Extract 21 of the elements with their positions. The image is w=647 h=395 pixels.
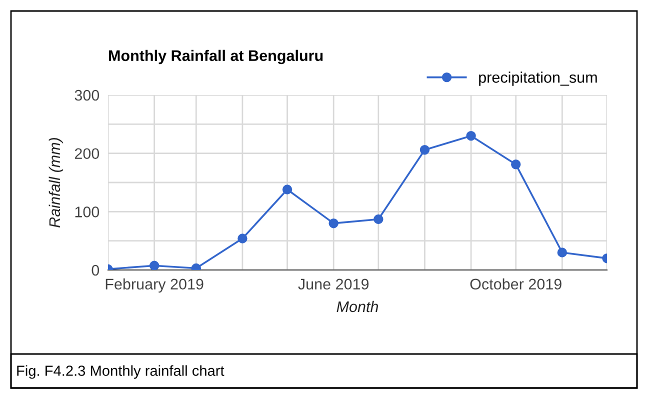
point [374,214,384,224]
x-tick-label: June 2019 [298,278,369,290]
y-tick-label: 100 [75,206,100,218]
chart-title: Monthly Rainfall at Bengaluru [109,50,323,64]
point [511,160,521,170]
y-tick-label: 0 [92,264,100,276]
caption: Fig. F4.2.3 Monthly rainfall chart [17,365,224,379]
x-tick-label: October 2019 [470,278,562,290]
x-tick-label: February 2019 [106,278,204,293]
point [282,184,292,194]
point [420,144,430,155]
point [238,234,248,244]
y-axis-title: Rainfall (mm) [48,138,64,228]
legend-label: precipitation_sum [479,72,597,86]
x-axis-title: Month [336,300,378,312]
point [149,260,160,270]
point [328,218,338,228]
y-tick-label: 300 [74,90,100,101]
point [466,130,476,141]
point [557,248,568,258]
y-tick-label: 200 [74,148,100,160]
